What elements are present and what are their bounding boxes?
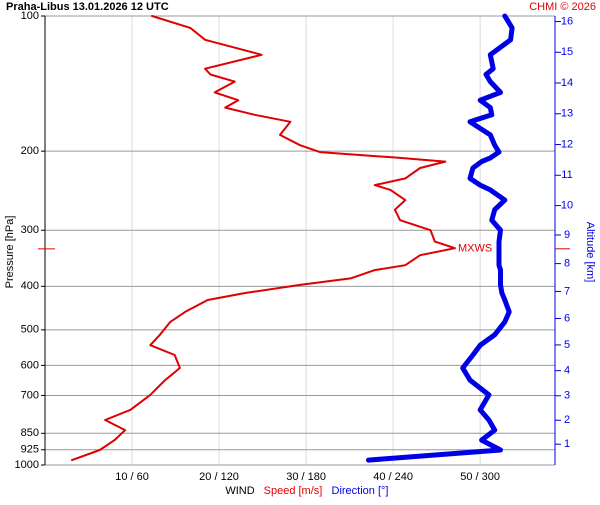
y-tick-label: 400	[21, 280, 39, 292]
legend-label: Direction [°]	[332, 485, 389, 497]
y2-tick-label: 5	[564, 339, 570, 351]
x-tick-label: 40 / 240	[373, 471, 413, 483]
y-tick-label: 1000	[15, 459, 39, 471]
x-axis-label: WIND	[225, 485, 254, 497]
legend-label: Speed [m/s]	[264, 485, 323, 497]
x-tick-label: 10 / 60	[115, 471, 149, 483]
y-tick-label: 850	[21, 427, 39, 439]
credit: CHMI © 2026	[529, 1, 596, 13]
y2-tick-label: 16	[561, 15, 573, 27]
y2-tick-label: 9	[564, 229, 570, 241]
direction-line	[366, 13, 515, 463]
chart-title: Praha-Libus 13.01.2026 12 UTC	[6, 1, 169, 13]
y2-tick-label: 4	[564, 365, 570, 377]
y2-axis-label: Altitude [km]	[584, 222, 596, 283]
y-axis-label: Pressure [hPa]	[4, 216, 16, 289]
x-tick-label: 30 / 180	[286, 471, 326, 483]
y-tick-label: 300	[21, 224, 39, 236]
y-tick-label: 200	[21, 145, 39, 157]
y2-tick-label: 13	[561, 108, 573, 120]
y2-tick-label: 3	[564, 390, 570, 402]
x-tick-label: 20 / 120	[199, 471, 239, 483]
y-tick-label: 100	[21, 10, 39, 22]
y-tick-label: 500	[21, 324, 39, 336]
speed-line	[71, 15, 456, 462]
y-tick-label: 600	[21, 359, 39, 371]
y2-tick-label: 6	[564, 312, 570, 324]
y-tick-label: 925	[21, 444, 39, 456]
y2-tick-label: 7	[564, 285, 570, 297]
y2-tick-label: 10	[561, 199, 573, 211]
y2-tick-label: 1	[564, 438, 570, 450]
y2-tick-label: 2	[564, 414, 570, 426]
annotation: MXWS	[458, 243, 492, 255]
y2-tick-label: 15	[561, 46, 573, 58]
x-tick-label: 50 / 300	[460, 471, 500, 483]
y2-tick-label: 14	[561, 77, 573, 89]
y2-tick-label: 12	[561, 138, 573, 150]
y2-tick-label: 11	[561, 169, 572, 181]
y-tick-label: 700	[21, 389, 39, 401]
y2-tick-label: 8	[564, 258, 570, 270]
